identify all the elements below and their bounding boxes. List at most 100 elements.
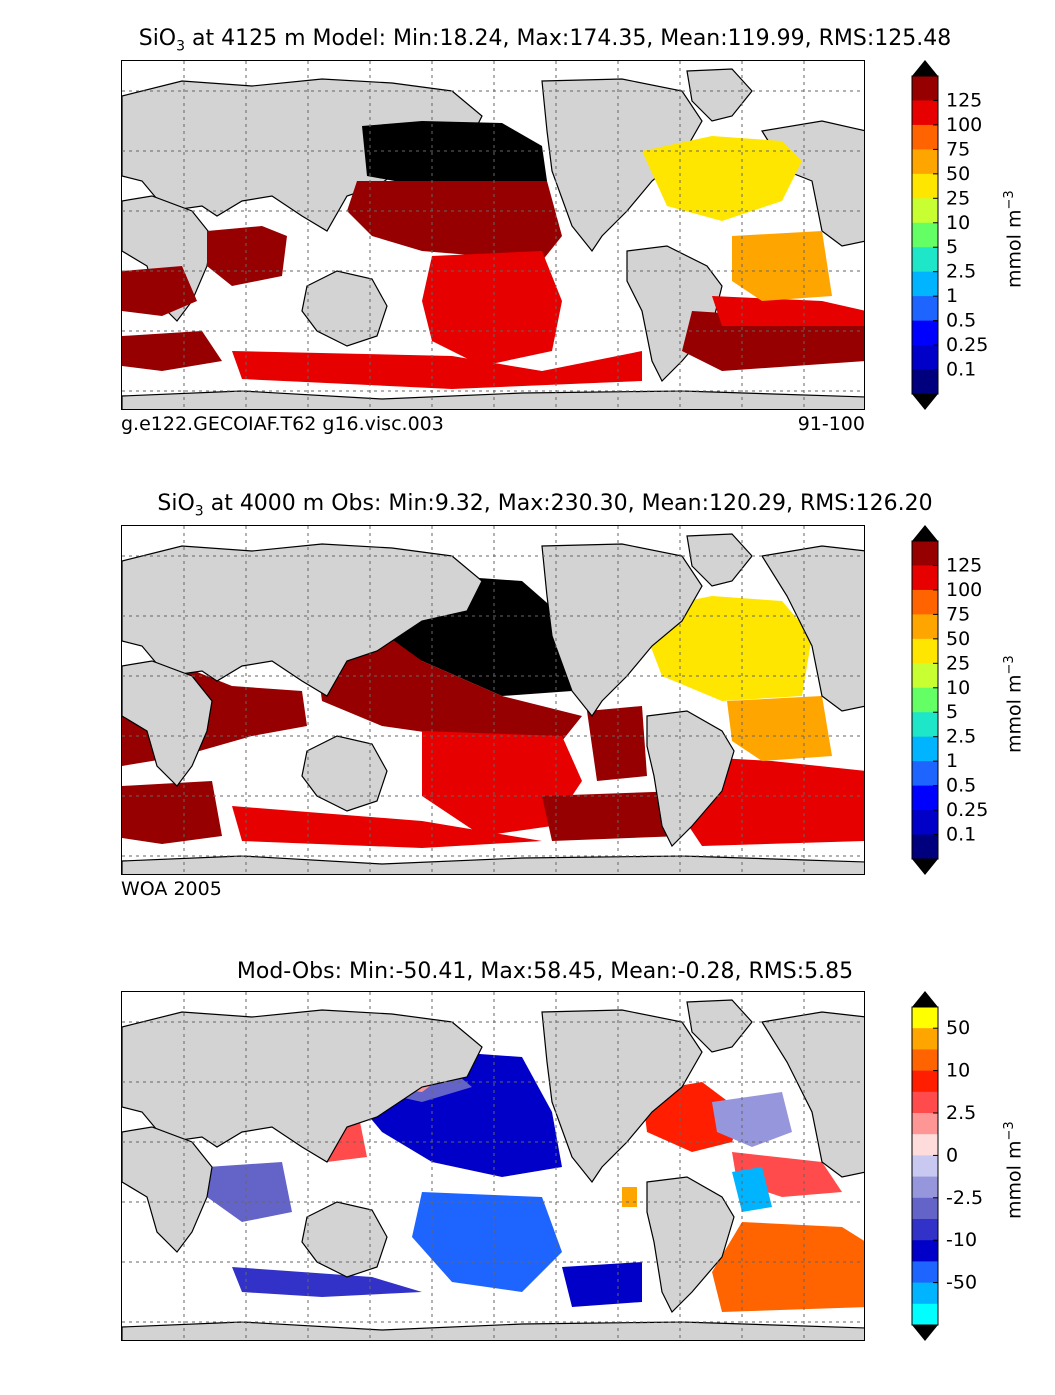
greenland-land bbox=[686, 999, 753, 1053]
colorbar-tick-label: 10 bbox=[946, 212, 970, 234]
colorbar-segment bbox=[912, 369, 938, 395]
europe-africa-land-east bbox=[761, 545, 864, 712]
colorbar-segment bbox=[912, 1134, 938, 1156]
diff-title: Mod-Obs: Min:-50.41, Max:58.45, Mean:-0.… bbox=[236, 959, 854, 984]
colorbar-segment bbox=[912, 222, 938, 248]
colorbar-tick-label: 50 bbox=[946, 1017, 970, 1039]
model-field bbox=[122, 121, 864, 389]
colorbar-tick-label: -50 bbox=[946, 1272, 977, 1294]
diff-map bbox=[121, 991, 865, 1341]
colorbar-tick-label: -2.5 bbox=[946, 1187, 983, 1209]
colorbar-tick-label: 10 bbox=[946, 1060, 970, 1082]
colorbar-segment bbox=[912, 663, 938, 689]
colorbar-tick-label: -10 bbox=[946, 1229, 977, 1251]
colorbar-segment bbox=[912, 1070, 938, 1093]
colorbar-tick-label: 10 bbox=[946, 677, 970, 699]
colorbar-tick-label: 5 bbox=[946, 701, 958, 723]
colorbar-frame bbox=[911, 1006, 939, 1326]
field-blue-south-pacific bbox=[412, 1192, 562, 1292]
australia-land bbox=[301, 735, 388, 812]
diff-map-svg bbox=[122, 992, 864, 1340]
field-orange-east-pacific bbox=[622, 1187, 637, 1207]
greenland-land bbox=[686, 533, 753, 587]
colorbar-tick-label: 75 bbox=[946, 138, 970, 160]
colorbar-tick-label: 0.25 bbox=[946, 334, 988, 356]
colorbar-bottom-extension bbox=[912, 1325, 938, 1341]
colorbar-segment bbox=[912, 785, 938, 811]
field-red-southern bbox=[232, 806, 542, 848]
model-years-label: 91-100 bbox=[797, 413, 865, 435]
obs-source-label: WOA 2005 bbox=[121, 878, 222, 900]
obs-panel: SiO3 at 4000 m Obs: Min:9.32, Max:230.30… bbox=[0, 489, 1055, 929]
colorbar-segment bbox=[912, 1049, 938, 1072]
colorbar-segment bbox=[912, 1282, 938, 1305]
colorbar-tick-label: 1 bbox=[946, 750, 958, 772]
colorbar-segment bbox=[912, 271, 938, 297]
model-colorbar-unit: mmol m−3 bbox=[1002, 190, 1026, 288]
land-layer bbox=[122, 533, 864, 874]
antarctica-land bbox=[122, 390, 864, 409]
field-red-atlantic-south bbox=[682, 756, 864, 846]
field-black-north-pacific bbox=[362, 121, 547, 186]
diff-field bbox=[207, 1052, 864, 1312]
colorbar-tick-label: 0.5 bbox=[946, 310, 976, 332]
colorbar-tick-label: 2.5 bbox=[946, 1102, 976, 1124]
colorbar-segment bbox=[912, 638, 938, 664]
field-purple-indian bbox=[207, 1162, 292, 1222]
field-darkred-pacific bbox=[347, 181, 562, 261]
colorbar-segment bbox=[912, 589, 938, 615]
colorbar-frame bbox=[911, 540, 939, 860]
field-red-south-pacific bbox=[422, 731, 582, 836]
colorbar-segment bbox=[912, 345, 938, 371]
colorbar-segment bbox=[912, 1303, 938, 1326]
colorbar-segment bbox=[912, 1113, 938, 1135]
colorbar-segment bbox=[912, 173, 938, 199]
field-darkred-southern bbox=[542, 791, 682, 841]
colorbar-bottom-extension bbox=[912, 394, 938, 410]
model-title: SiO3 at 4125 m Model: Min:18.24, Max:174… bbox=[138, 26, 952, 55]
colorbar-segment bbox=[912, 712, 938, 738]
colorbar-top-extension bbox=[912, 991, 938, 1007]
graticule bbox=[122, 526, 864, 874]
model-case-label: g.e122.GECOIAF.T62 g16.visc.003 bbox=[121, 413, 444, 435]
obs-title: SiO3 at 4000 m Obs: Min:9.32, Max:230.30… bbox=[157, 491, 933, 520]
colorbar-tick-label: 50 bbox=[946, 628, 970, 650]
colorbar-tick-label: 0.1 bbox=[946, 824, 976, 846]
colorbar-segment bbox=[912, 296, 938, 322]
colorbar-segment bbox=[912, 1155, 938, 1178]
colorbar-top-extension bbox=[912, 525, 938, 541]
colorbar-segment bbox=[912, 687, 938, 713]
australia-land bbox=[301, 1201, 388, 1278]
colorbar-segment bbox=[912, 1240, 938, 1262]
colorbar-tick-label: 0.1 bbox=[946, 359, 976, 381]
colorbar-frame bbox=[911, 75, 939, 395]
field-orange-atlantic bbox=[732, 231, 832, 301]
colorbar-tick-label: 75 bbox=[946, 603, 970, 625]
colorbar-segment bbox=[912, 736, 938, 762]
colorbar-segment bbox=[912, 761, 938, 787]
field-red-south-pacific bbox=[422, 251, 562, 366]
model-panel: SiO3 at 4125 m Model: Min:18.24, Max:174… bbox=[0, 24, 1055, 464]
obs-colorbar: 125 100 75 50 25 10 5 2.5 1 0.5 0.25 0.1 bbox=[911, 525, 988, 875]
colorbar-segment bbox=[912, 810, 938, 836]
colorbar-segment bbox=[912, 1261, 938, 1284]
field-orange-atlantic-south bbox=[712, 1222, 864, 1312]
colorbar-top-extension bbox=[912, 60, 938, 76]
field-red-atlantic-south bbox=[712, 296, 864, 326]
colorbar-segment bbox=[912, 149, 938, 175]
colorbar-tick-label: 2.5 bbox=[946, 726, 976, 748]
field-blue-south-atlantic bbox=[562, 1262, 642, 1307]
colorbar-tick-label: 100 bbox=[946, 579, 982, 601]
colorbar-segment bbox=[912, 1176, 938, 1199]
colorbar-segment bbox=[912, 834, 938, 860]
field-blue-southern bbox=[232, 1267, 422, 1297]
obs-map-svg bbox=[122, 526, 864, 874]
model-map bbox=[121, 60, 865, 410]
model-map-svg bbox=[122, 61, 864, 409]
colorbar-tick-label: 5 bbox=[946, 236, 958, 258]
colorbar-tick-label: 0.25 bbox=[946, 799, 988, 821]
africa-land bbox=[122, 1126, 213, 1253]
field-darkred-pacific bbox=[312, 621, 582, 741]
colorbar-segment bbox=[912, 76, 938, 101]
